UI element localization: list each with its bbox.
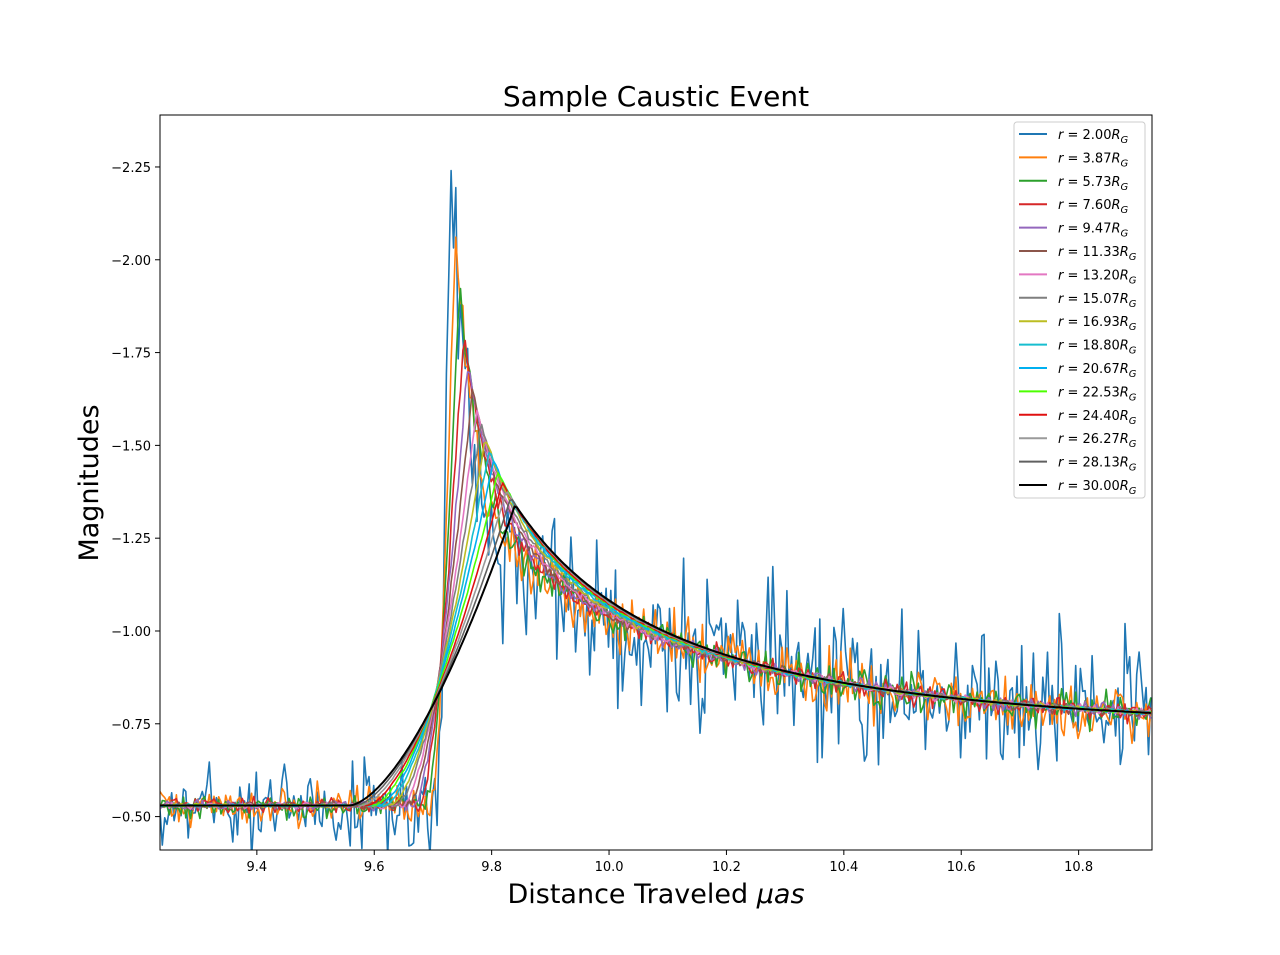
legend: r = 2.00RG r = 3.87RG r = 5.73RG r = 7.60RG… (1013, 121, 1146, 499)
y-tick-label: −1.50 (111, 439, 151, 454)
x-tick-label: 9.6 (364, 860, 385, 875)
legend-label: r = 24.40RG (1058, 409, 1137, 427)
x-tick-label: 10.0 (595, 860, 624, 875)
legend-label: r = 3.87RG (1058, 151, 1129, 169)
legend-entries: r = 2.00RG r = 3.87RG r = 5.73RG r = 7.60RG… (1019, 128, 1137, 497)
legend-entry: r = 30.00RG (1019, 479, 1137, 497)
legend-label: r = 13.20RG (1058, 268, 1137, 286)
x-tick-label: 10.4 (829, 860, 858, 875)
legend-box (1013, 121, 1146, 499)
legend-entry: r = 26.27RG (1019, 432, 1137, 450)
legend-entry: r = 22.53RG (1019, 385, 1137, 403)
x-tick-label: 9.4 (247, 860, 268, 875)
x-axis-ticks: 9.4 9.6 9.8 10.0 10.2 10.4 10.6 10.8 (247, 850, 1093, 875)
x-axis-label: Distance Traveled μas (507, 879, 804, 910)
y-tick-label: −1.25 (111, 532, 151, 547)
legend-entry: r = 9.47RG (1019, 222, 1129, 240)
legend-label: r = 28.13RG (1058, 456, 1137, 474)
legend-label: r = 9.47RG (1058, 222, 1129, 240)
legend-label: r = 15.07RG (1058, 292, 1137, 310)
legend-entry: r = 13.20RG (1019, 268, 1137, 286)
legend-entry: r = 20.67RG (1019, 362, 1137, 380)
plot-frame (159, 114, 1153, 851)
legend-label: r = 22.53RG (1058, 385, 1137, 403)
legend-label: r = 26.27RG (1058, 432, 1137, 450)
x-tick-label: 9.8 (481, 860, 502, 875)
legend-label: r = 11.33RG (1058, 245, 1137, 263)
y-tick-label: −2.25 (111, 161, 151, 176)
legend-label: r = 16.93RG (1058, 315, 1137, 333)
y-tick-label: −1.00 (111, 625, 151, 640)
x-tick-label: 10.8 (1064, 860, 1093, 875)
y-tick-label: −2.00 (111, 254, 151, 269)
legend-label: r = 18.80RG (1058, 339, 1137, 357)
legend-label: r = 5.73RG (1058, 175, 1129, 193)
x-tick-label: 10.2 (712, 860, 741, 875)
y-tick-label: −1.75 (111, 347, 151, 362)
y-tick-label: −0.50 (111, 811, 151, 826)
legend-label: r = 30.00RG (1058, 479, 1137, 497)
legend-entry: r = 18.80RG (1019, 339, 1137, 357)
legend-entry: r = 7.60RG (1019, 198, 1129, 216)
x-axis-label-unit: μas (756, 879, 805, 910)
legend-entry: r = 28.13RG (1019, 456, 1137, 474)
x-tick-label: 10.6 (947, 860, 976, 875)
legend-entry: r = 3.87RG (1019, 151, 1129, 169)
legend-entry: r = 2.00RG (1019, 128, 1129, 146)
legend-entry: r = 11.33RG (1019, 245, 1137, 263)
series-layer (160, 169, 1152, 850)
legend-entry: r = 24.40RG (1019, 409, 1137, 427)
series-line-r-30-00 (160, 505, 1151, 807)
legend-entry: r = 5.73RG (1019, 175, 1129, 193)
legend-label: r = 2.00RG (1058, 128, 1129, 146)
x-axis-label-text: Distance Traveled (507, 879, 756, 910)
chart-title: Sample Caustic Event (503, 80, 809, 113)
legend-label: r = 7.60RG (1058, 198, 1129, 216)
y-tick-label: −0.75 (111, 718, 151, 733)
legend-entry: r = 16.93RG (1019, 315, 1137, 333)
legend-entry: r = 15.07RG (1019, 292, 1137, 310)
y-axis-ticks: −0.50 −0.75 −1.00 −1.25 −1.50 −1.75 −2.00 −2.25 (111, 161, 160, 826)
legend-label: r = 20.67RG (1058, 362, 1137, 380)
y-axis-label: Magnitudes (74, 404, 105, 561)
